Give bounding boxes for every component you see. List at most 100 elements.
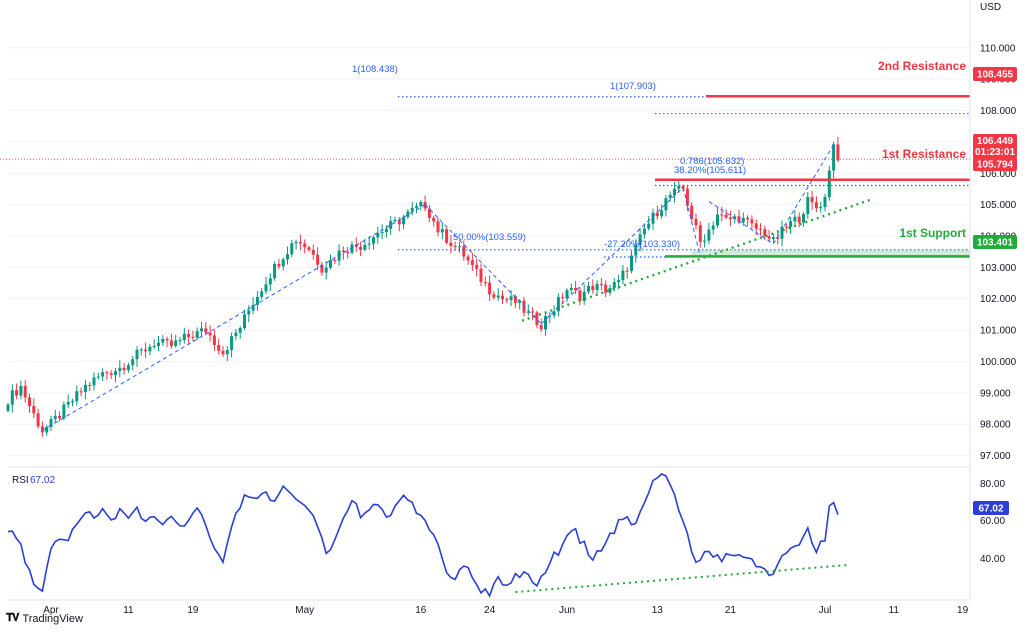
candle-body	[118, 367, 122, 372]
candle-body	[212, 335, 216, 346]
time-tick-label: 19	[957, 605, 969, 616]
candle-body	[363, 244, 367, 250]
resistance-2-label: 2nd Resistance	[878, 59, 966, 73]
price-tick-label: 110.000	[980, 43, 1016, 54]
candle-body	[126, 365, 130, 371]
time-tick-label: 21	[725, 605, 737, 616]
candle-body	[333, 260, 337, 262]
candle-body	[591, 285, 595, 291]
candle-body	[780, 226, 784, 239]
candle-body	[750, 219, 754, 224]
candle-body	[673, 188, 676, 195]
candle-body	[221, 350, 225, 355]
candle-body	[247, 310, 251, 315]
candle-body	[36, 413, 40, 427]
time-tick-label: 11	[123, 605, 134, 616]
candle-body	[475, 264, 479, 269]
candle-body	[187, 333, 191, 337]
candle-body	[290, 243, 294, 255]
candle-body	[105, 372, 109, 374]
candle-body	[458, 246, 461, 248]
brand-name: TradingView	[22, 612, 83, 625]
candle-body	[539, 325, 543, 330]
candle-body	[307, 247, 311, 250]
candle-body	[294, 241, 298, 244]
candle-body	[470, 260, 474, 265]
candle-body	[531, 311, 535, 313]
candle-body	[449, 242, 453, 246]
candle-body	[303, 243, 307, 248]
candle-body	[268, 278, 272, 285]
candle-body	[200, 328, 203, 332]
candle-body	[617, 280, 621, 283]
candle-body	[230, 336, 234, 351]
candle-body	[647, 223, 651, 229]
candle-body	[832, 144, 836, 171]
candle-body	[40, 426, 44, 433]
candle-body	[784, 226, 788, 228]
currency-label: USD	[980, 2, 1001, 13]
footer-brand[interactable]: 𝐓𝐕 TradingView	[6, 612, 83, 625]
candle-body	[286, 254, 289, 260]
candle-body	[96, 376, 100, 378]
candle-body	[402, 216, 406, 225]
candle-body	[505, 299, 509, 301]
candle-body	[711, 225, 715, 230]
support-trendline	[521, 198, 871, 322]
candle-body	[66, 401, 70, 405]
candle-body	[316, 254, 320, 265]
svg-text:103.401: 103.401	[977, 238, 1014, 249]
candle-body	[552, 311, 556, 316]
candle-body	[131, 359, 135, 366]
candle-body	[668, 194, 672, 199]
candle-body	[759, 228, 762, 230]
candle-body	[195, 331, 199, 338]
fib-label-50: 50.00%(103.559)	[453, 232, 526, 243]
candle-body	[453, 245, 457, 247]
candle-body	[329, 260, 332, 268]
candle-body	[406, 211, 410, 217]
candle-body	[432, 217, 436, 222]
candle-body	[793, 216, 797, 222]
time-tick-label: 19	[187, 605, 199, 616]
candle-body	[741, 217, 745, 223]
candle-body	[488, 282, 492, 295]
candle-body	[161, 338, 165, 343]
candle-body	[174, 340, 178, 347]
support-zone	[691, 249, 970, 258]
candle-body	[569, 287, 573, 291]
candle-body	[720, 214, 724, 216]
price-tick-label: 98.000	[980, 420, 1011, 431]
candle-body	[6, 404, 10, 411]
candle-body	[621, 270, 625, 281]
price-tick-label: 102.000	[980, 294, 1017, 305]
candle-body	[556, 297, 560, 312]
wave-line	[42, 204, 426, 431]
rsi-tick-40: 40.00	[980, 554, 1005, 565]
candle-body	[548, 315, 552, 317]
time-tick-label: Apr	[43, 605, 59, 616]
candle-body	[501, 295, 504, 300]
candle-body	[264, 284, 268, 292]
candle-body	[733, 216, 737, 220]
candle-body	[810, 197, 814, 203]
candle-body	[496, 295, 500, 298]
candle-body	[311, 249, 315, 255]
candle-body	[139, 349, 143, 351]
candle-body	[599, 283, 603, 285]
candle-body	[513, 296, 517, 303]
candle-body	[346, 252, 350, 254]
candle-body	[320, 264, 324, 273]
candle-body	[582, 291, 586, 301]
candle-body	[324, 267, 328, 273]
candle-body	[677, 186, 681, 189]
candle-body	[716, 214, 719, 226]
price-tick-label: 99.000	[980, 388, 1011, 399]
candle-body	[660, 210, 664, 217]
candle-body	[612, 282, 616, 288]
candle-body	[10, 390, 14, 405]
price-tick-label: 101.000	[980, 326, 1017, 337]
support-1-label: 1st Support	[899, 226, 966, 240]
candle-body	[419, 202, 423, 207]
